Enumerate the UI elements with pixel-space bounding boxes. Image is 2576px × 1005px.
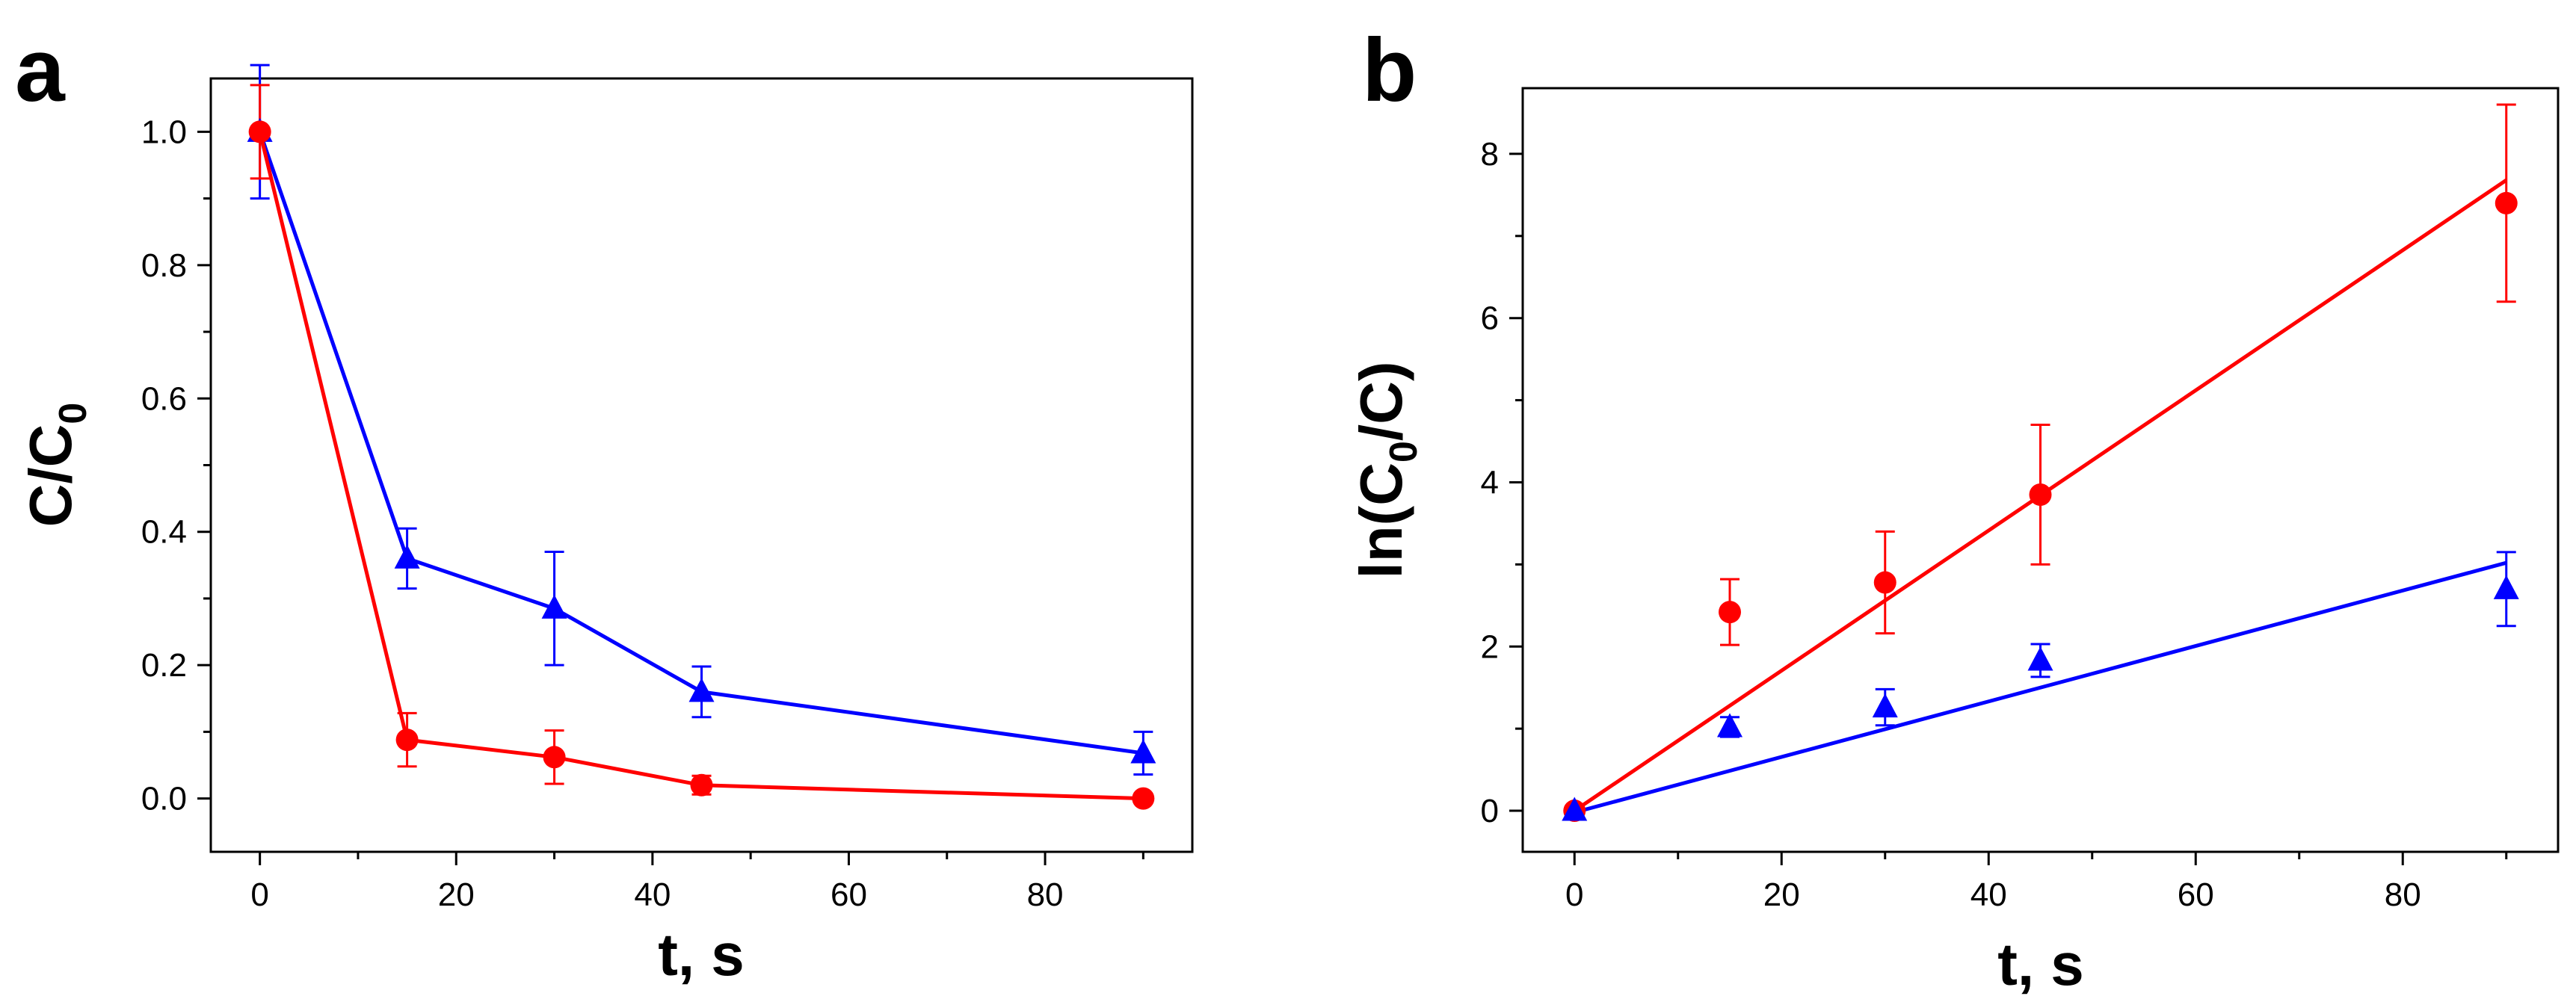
- x-tick-label-b: 80: [2385, 876, 2421, 913]
- x-axis-title-a: t, s: [658, 921, 745, 988]
- y-tick-label-a: 0.8: [141, 247, 187, 284]
- panel-letter-b: b: [1362, 20, 1417, 120]
- y-tick-label-b: 6: [1481, 300, 1499, 337]
- y-axis-title-a-main: C/C: [17, 424, 84, 528]
- blue-triangle-point-a: [394, 544, 420, 569]
- blue-fit-line: [1574, 560, 2507, 814]
- x-tick-label-a: 0: [250, 876, 268, 913]
- blue-triangle-point-a: [1130, 739, 1156, 764]
- red-circle-point-a: [248, 120, 271, 143]
- x-tick-label-b: 60: [2178, 876, 2214, 913]
- blue-triangle-point-b: [2027, 646, 2053, 671]
- x-tick-label-b: 20: [1763, 876, 1800, 913]
- markers-a: [247, 117, 1156, 810]
- y-tick-label-a: 0.2: [141, 647, 187, 684]
- axis-ticks-b: 0 20 40 60 80 0 2 4 6 8: [1481, 136, 2508, 913]
- x-tick-label-a: 80: [1027, 876, 1064, 913]
- markers-b: [1562, 191, 2519, 823]
- red-circle-point-b: [1873, 571, 1896, 594]
- red-circle-point-a: [690, 773, 713, 797]
- y-tick-label-a: 0.4: [141, 514, 187, 551]
- axis-ticks-a: 0 20 40 60 80 0.0 0.2 0.4 0.6 0.8 1.0: [141, 114, 1144, 913]
- x-tick-label-b: 0: [1565, 876, 1583, 913]
- red-circle-point-b: [2495, 191, 2518, 214]
- y-tick-label-b: 4: [1481, 464, 1499, 501]
- y-axis-title-a-sub: 0: [52, 403, 95, 424]
- blue-triangle-point-a: [541, 594, 567, 619]
- plot-frame-b: [1521, 87, 2560, 853]
- blue-triangle-point-b: [1562, 797, 1588, 821]
- y-tick-label-b: 8: [1481, 136, 1499, 173]
- plot-frame-a: [209, 77, 1194, 853]
- error-bars-b: [1720, 103, 2516, 738]
- red-circle-point-a: [395, 729, 419, 752]
- red-circle-point-a: [543, 746, 566, 769]
- panel-letter-a: a: [15, 20, 66, 120]
- y-axis-title-b-sub: 0: [1382, 441, 1426, 463]
- y-axis-title-b-main: ln(C: [1348, 463, 1414, 579]
- y-tick-label-a: 0.0: [141, 781, 187, 817]
- y-tick-label-b: 2: [1481, 628, 1499, 665]
- blue-triangle-point-b: [2493, 575, 2519, 599]
- blue-series-line-a: [258, 131, 1144, 755]
- y-axis-title-a: C/C0: [17, 403, 95, 528]
- blue-triangle-point-a: [688, 678, 715, 702]
- y-tick-label-a: 1.0: [141, 114, 187, 150]
- x-tick-label-a: 20: [438, 876, 475, 913]
- red-circle-point-a: [1132, 787, 1155, 810]
- y-axis-title-b-tail: /C): [1348, 361, 1414, 441]
- red-circle-point-b: [2029, 483, 2052, 506]
- x-tick-label-b: 40: [1970, 876, 2007, 913]
- x-tick-label-a: 60: [831, 876, 867, 913]
- blue-triangle-point-b: [1872, 693, 1898, 718]
- red-circle-point-b: [1719, 601, 1741, 624]
- blue-triangle-point-b: [1717, 713, 1743, 737]
- panel-a: a 0 20 40 60 800.00.20.40.60.81.0 t, s C/C0: [15, 20, 1194, 988]
- y-axis-title-b: ln(C0/C): [1348, 361, 1426, 578]
- x-axis-title-b: t, s: [1997, 931, 2084, 998]
- y-tick-label-a: 0.6: [141, 380, 187, 417]
- y-tick-label-b: 0: [1481, 793, 1499, 829]
- x-tick-label-a: 40: [634, 876, 671, 913]
